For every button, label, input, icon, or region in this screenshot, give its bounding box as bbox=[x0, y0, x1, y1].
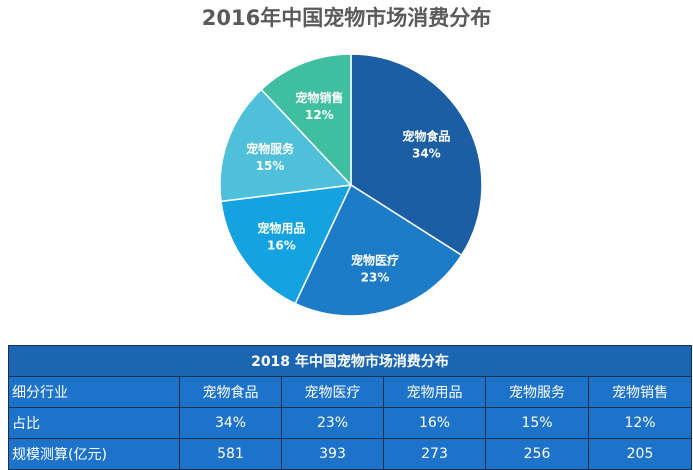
slice-value-label: 23% bbox=[361, 271, 390, 285]
table-cell: 393 bbox=[281, 438, 384, 470]
pie-slice bbox=[219, 88, 353, 203]
table-caption: 2018 年中国宠物市场消费分布 bbox=[8, 345, 692, 377]
slice-label: 宠物服务 bbox=[246, 141, 295, 156]
table-header-cell: 细分行业 bbox=[8, 376, 180, 408]
slice-label: 宠物食品 bbox=[402, 129, 450, 144]
table-cell: 12% bbox=[588, 407, 692, 439]
table-cell: 23% bbox=[281, 407, 384, 439]
slice-value-label: 12% bbox=[305, 108, 334, 122]
table-header-cell: 宠物用品 bbox=[383, 376, 486, 408]
table-cell: 256 bbox=[485, 438, 589, 470]
table-header-cell: 宠物销售 bbox=[588, 376, 692, 408]
table-header-cell: 宠物服务 bbox=[485, 376, 589, 408]
table-header-cell: 宠物食品 bbox=[179, 376, 282, 408]
table-caption-row: 2018 年中国宠物市场消费分布 bbox=[8, 345, 692, 377]
slice-label: 宠物医疗 bbox=[351, 253, 399, 268]
table-cell: 273 bbox=[383, 438, 486, 470]
table-row: 规模测算(亿元) 581 393 273 256 205 bbox=[8, 438, 692, 470]
pie-slice bbox=[220, 184, 353, 305]
slice-value-label: 16% bbox=[267, 239, 296, 253]
pie-chart: 宠物食品 34% 宠物医疗 23% 宠物用品 16% 宠物服务 15% 宠物销售 12% bbox=[219, 53, 483, 317]
pie-slice bbox=[294, 183, 463, 317]
table-cell: 34% bbox=[179, 407, 282, 439]
table-header-cell: 宠物医疗 bbox=[281, 376, 384, 408]
table-cell: 581 bbox=[179, 438, 282, 470]
table-header-row: 细分行业 宠物食品 宠物医疗 宠物用品 宠物服务 宠物销售 bbox=[8, 376, 692, 408]
table-cell: 205 bbox=[588, 438, 692, 470]
table-cell: 规模测算(亿元) bbox=[8, 438, 180, 470]
table-cell: 15% bbox=[485, 407, 589, 439]
table-cell: 占比 bbox=[8, 407, 180, 439]
chart-title: 2016年中国宠物市场消费分布 bbox=[201, 6, 492, 30]
slice-label: 宠物用品 bbox=[257, 221, 305, 236]
table-cell: 16% bbox=[383, 407, 486, 439]
data-table: 2018 年中国宠物市场消费分布 细分行业 宠物食品 宠物医疗 宠物用品 宠物服… bbox=[8, 345, 692, 470]
table-row: 占比 34% 23% 16% 15% 12% bbox=[8, 407, 692, 439]
slice-value-label: 15% bbox=[256, 159, 285, 173]
slice-label: 宠物销售 bbox=[295, 90, 343, 105]
pie-slice bbox=[260, 53, 352, 187]
slice-value-label: 34% bbox=[412, 147, 441, 161]
pie-slice bbox=[350, 53, 483, 257]
